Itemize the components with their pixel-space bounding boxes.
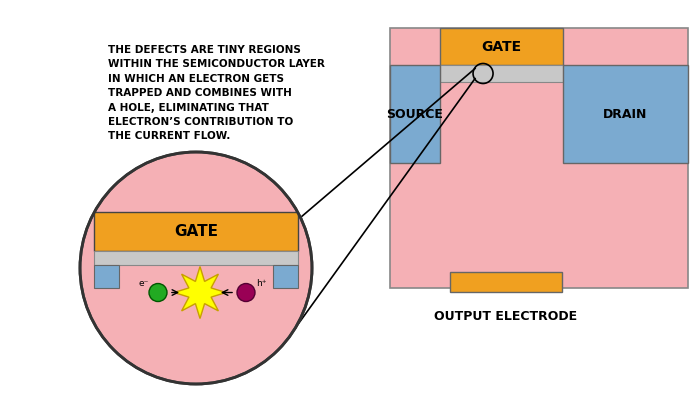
Bar — [94, 251, 298, 264]
Bar — [390, 28, 688, 288]
Text: OUTPUT ELECTRODE: OUTPUT ELECTRODE — [435, 310, 578, 323]
Text: THE DEFECTS ARE TINY REGIONS
WITHIN THE SEMICONDUCTOR LAYER
IN WHICH AN ELECTRON: THE DEFECTS ARE TINY REGIONS WITHIN THE … — [108, 45, 325, 141]
Bar — [272, 264, 298, 288]
Polygon shape — [174, 266, 226, 318]
Circle shape — [80, 152, 312, 384]
Bar — [440, 28, 563, 65]
Circle shape — [237, 284, 255, 301]
Text: GATE: GATE — [482, 39, 522, 54]
Bar — [94, 212, 298, 251]
Bar — [450, 272, 562, 292]
Circle shape — [149, 284, 167, 301]
Bar — [440, 65, 563, 82]
Bar — [563, 65, 688, 163]
Bar — [390, 65, 440, 163]
Text: h⁺: h⁺ — [256, 279, 266, 288]
Text: DRAIN: DRAIN — [603, 108, 648, 121]
Text: e⁻: e⁻ — [139, 279, 149, 288]
Bar — [94, 264, 120, 288]
Text: GATE: GATE — [174, 224, 218, 239]
Text: SOURCE: SOURCE — [386, 108, 443, 121]
